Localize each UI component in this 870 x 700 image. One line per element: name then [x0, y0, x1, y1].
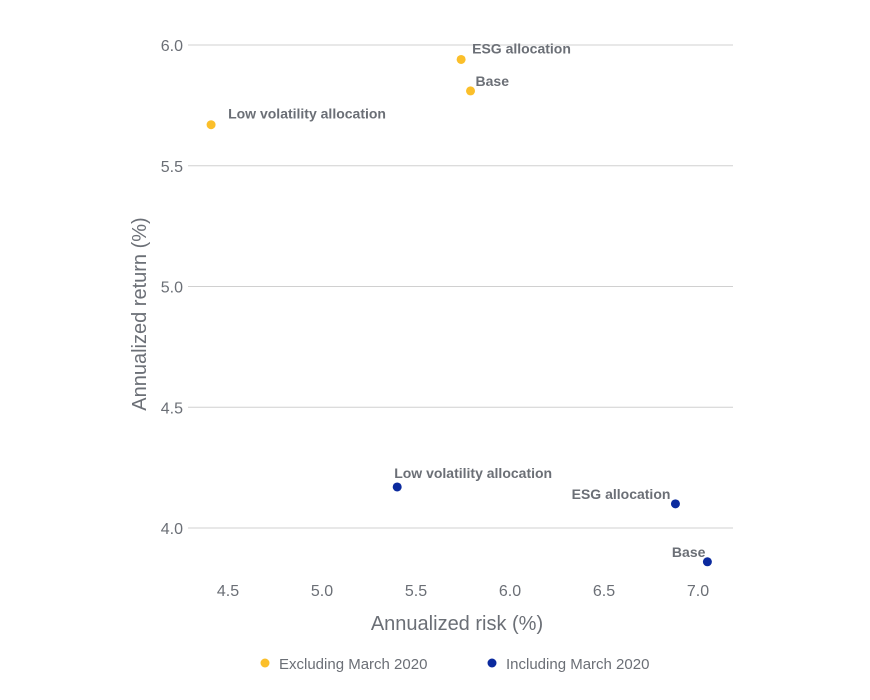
legend-label: Excluding March 2020 — [279, 656, 427, 673]
data-point — [670, 499, 680, 509]
point-label: Low volatility allocation — [228, 106, 386, 122]
x-axis-label: Annualized risk (%) — [371, 613, 543, 635]
x-tick-label: 5.0 — [311, 583, 333, 600]
data-point — [702, 557, 712, 567]
y-tick-label: 4.5 — [161, 400, 183, 417]
x-tick-label: 4.5 — [217, 583, 239, 600]
x-tick-label: 5.5 — [405, 583, 427, 600]
y-tick-label: 4.0 — [161, 521, 183, 538]
x-tick-label: 6.0 — [499, 583, 521, 600]
y-tick-label: 5.0 — [161, 280, 183, 297]
legend-marker — [487, 658, 497, 668]
x-tick-label: 7.0 — [687, 583, 709, 600]
data-point — [466, 86, 476, 96]
data-point — [456, 54, 466, 64]
point-label: Low volatility allocation — [394, 465, 552, 481]
x-tick-label: 6.5 — [593, 583, 615, 600]
y-tick-label: 5.5 — [161, 159, 183, 176]
data-point — [206, 120, 216, 130]
point-label: ESG allocation — [572, 486, 671, 502]
point-label: ESG allocation — [472, 40, 571, 56]
legend-marker — [260, 658, 270, 668]
data-point — [392, 482, 402, 492]
legend-label: Including March 2020 — [506, 656, 649, 673]
point-label: Base — [476, 73, 510, 89]
point-label: Base — [672, 544, 706, 560]
y-tick-label: 6.0 — [161, 38, 183, 55]
y-axis-label: Annualized return (%) — [129, 217, 151, 410]
